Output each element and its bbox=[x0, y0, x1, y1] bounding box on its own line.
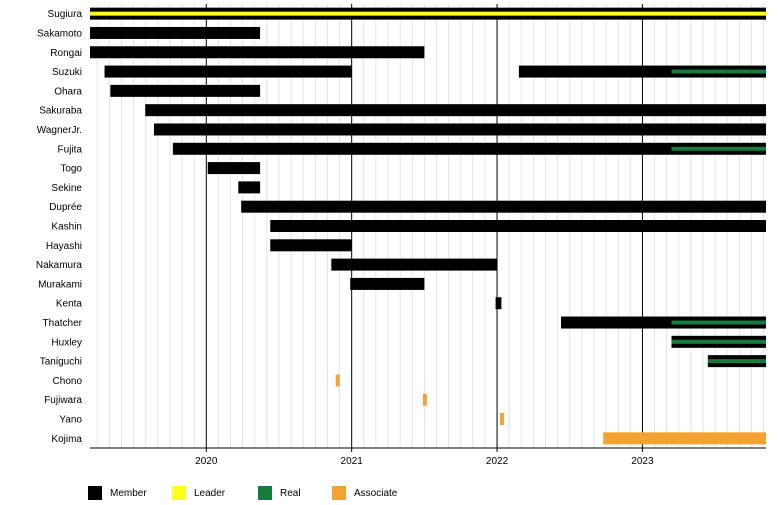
bar-yano-associate bbox=[499, 413, 504, 426]
bar-huxley-real bbox=[671, 339, 766, 344]
member-label-togo: Togo bbox=[60, 164, 82, 175]
member-label-sakamoto: Sakamoto bbox=[37, 28, 82, 39]
year-tick-label-2023: 2023 bbox=[631, 456, 654, 467]
bar-fujita-member bbox=[172, 142, 767, 155]
bar-sakuraba-member bbox=[145, 104, 766, 117]
year-tick-label-2022: 2022 bbox=[486, 456, 509, 467]
member-label-thatcher: Thatcher bbox=[43, 318, 83, 329]
bar-sakamoto-member bbox=[90, 26, 261, 39]
bar-dupr-e-member bbox=[241, 200, 766, 213]
member-label-sekine: Sekine bbox=[51, 183, 82, 194]
timeline-chart: Sugiura Sakamoto Rongai Suzuki Ohara Sakuraba… bbox=[36, 4, 767, 467]
legend-swatch-real bbox=[258, 486, 272, 500]
member-label-ohara: Ohara bbox=[54, 86, 82, 97]
bar-fujita-real bbox=[671, 146, 766, 151]
bar-kojima-associate bbox=[603, 432, 766, 445]
legend-item-real: Real bbox=[258, 486, 301, 500]
legend-item-associate: Associate bbox=[332, 486, 397, 500]
bar-fujiwara-associate bbox=[422, 393, 427, 406]
member-bars bbox=[90, 7, 767, 445]
legend-item-leader: Leader bbox=[172, 486, 225, 500]
legend-label-real: Real bbox=[280, 487, 301, 499]
bar-chono-associate bbox=[335, 374, 340, 387]
member-label-yano: Yano bbox=[59, 415, 82, 426]
year-tick-label-2020: 2020 bbox=[195, 456, 218, 467]
member-label-taniguchi: Taniguchi bbox=[40, 357, 82, 368]
member-label-murakami: Murakami bbox=[38, 279, 82, 290]
bar-suzuki-real bbox=[671, 69, 766, 74]
bar-rongai-member bbox=[90, 46, 425, 59]
bar-hayashi-member bbox=[270, 239, 352, 252]
bar-taniguchi-real bbox=[707, 359, 766, 364]
bar-togo-member bbox=[207, 162, 261, 175]
legend-label-member: Member bbox=[110, 487, 147, 499]
bar-sugiura-leader bbox=[90, 11, 766, 16]
member-labels: Sugiura Sakamoto Rongai Suzuki Ohara Sakuraba… bbox=[36, 9, 83, 445]
bar-sekine-member bbox=[238, 181, 261, 194]
member-label-sugiura: Sugiura bbox=[48, 9, 83, 20]
member-label-dupr-e: Duprée bbox=[49, 202, 82, 213]
legend-swatch-leader bbox=[172, 486, 186, 500]
bar-kenta-member bbox=[495, 297, 502, 310]
member-label-kojima: Kojima bbox=[51, 434, 82, 445]
legend-label-leader: Leader bbox=[194, 487, 226, 499]
bar-suzuki-member bbox=[518, 65, 766, 78]
member-label-chono: Chono bbox=[53, 376, 83, 387]
year-tick-label-2021: 2021 bbox=[341, 456, 364, 467]
bar-wagnerjr-member bbox=[153, 123, 767, 136]
member-label-rongai: Rongai bbox=[50, 48, 82, 59]
member-label-huxley: Huxley bbox=[51, 337, 82, 348]
member-label-nakamura: Nakamura bbox=[36, 260, 83, 271]
legend: Member Leader Real Associate bbox=[0, 486, 780, 504]
member-label-fujiwara: Fujiwara bbox=[44, 395, 82, 406]
member-label-kenta: Kenta bbox=[56, 299, 83, 310]
legend-swatch-associate bbox=[332, 486, 346, 500]
legend-swatch-member bbox=[88, 486, 102, 500]
bar-ohara-member bbox=[110, 84, 261, 97]
bar-thatcher-member bbox=[561, 316, 766, 329]
bar-thatcher-real bbox=[671, 320, 766, 325]
legend-item-member: Member bbox=[88, 486, 147, 500]
legend-label-associate: Associate bbox=[354, 487, 398, 499]
bar-kashin-member bbox=[270, 220, 766, 232]
member-label-wagnerjr: WagnerJr. bbox=[37, 125, 82, 136]
member-label-kashin: Kashin bbox=[51, 222, 82, 233]
member-label-fujita: Fujita bbox=[58, 144, 83, 155]
member-label-sakuraba: Sakuraba bbox=[39, 106, 82, 117]
member-label-suzuki: Suzuki bbox=[52, 67, 82, 78]
bar-suzuki-member bbox=[104, 65, 352, 78]
bar-nakamura-member bbox=[331, 258, 498, 271]
year-tick-labels: 2020 2021 2022 2023 bbox=[195, 456, 654, 467]
member-label-hayashi: Hayashi bbox=[46, 241, 82, 252]
bar-murakami-member bbox=[350, 277, 425, 290]
